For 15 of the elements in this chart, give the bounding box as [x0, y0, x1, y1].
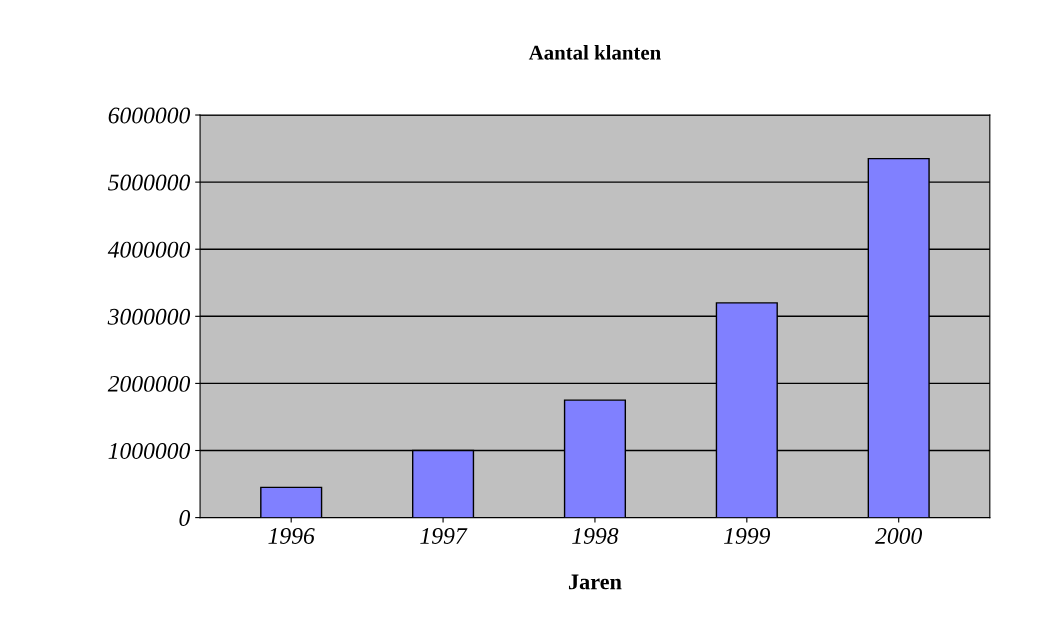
y-tick-label: 6000000 — [108, 107, 191, 124]
x-tick-label: 1999 — [724, 528, 771, 544]
x-tick-label: 1996 — [268, 528, 315, 544]
x-tick-label: 1998 — [572, 527, 619, 544]
bar — [260, 486, 323, 518]
x-tick-label: 2000 — [875, 527, 923, 544]
y-tick-label: 5000000 — [108, 174, 191, 191]
chart-title: Aantal klanten — [528, 45, 661, 60]
x-tick-label: 1997 — [420, 528, 468, 544]
y-tick-label: 1000000 — [108, 442, 191, 459]
y-tick-label: 4000000 — [107, 241, 191, 258]
y-tick-label: 0 — [179, 510, 191, 527]
x-axis-title: Jaren — [568, 574, 622, 590]
y-tick-label: 2000000 — [107, 375, 191, 392]
y-tick-label: 3000000 — [107, 308, 191, 325]
